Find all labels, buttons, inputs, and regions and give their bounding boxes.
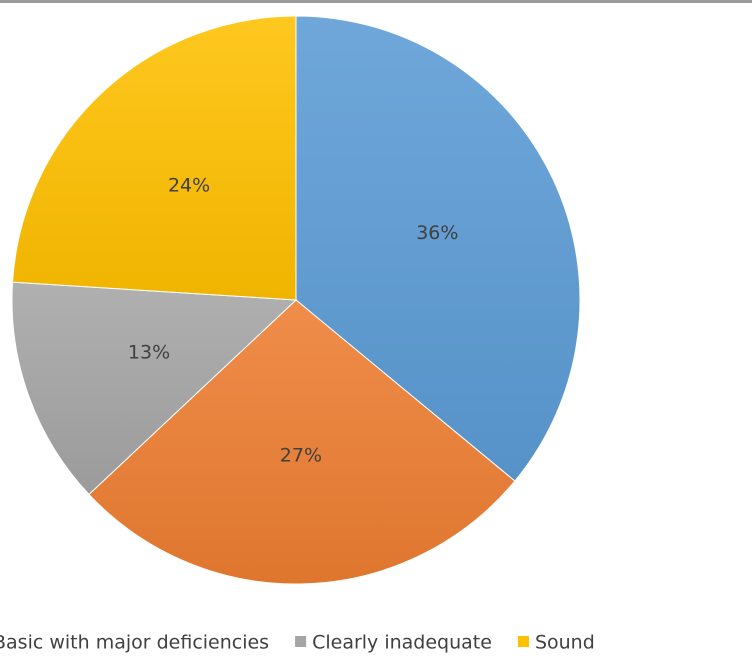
data-label-slice-0: 36% <box>416 222 458 244</box>
legend: Basic with major deficiencies Clearly ina… <box>0 632 595 654</box>
pie-slice-clearly-inadequate <box>11 281 298 496</box>
legend-swatch-clearly-inadequate <box>295 636 307 647</box>
legend-item-basic-with-major-deficiencies: Basic with major deficiencies <box>0 632 269 654</box>
pie-slice-basic-with-major-deficiencies <box>88 299 516 585</box>
data-label-basic-with-major-deficiencies: 27% <box>280 445 322 467</box>
legend-item-clearly-inadequate: Clearly inadequate <box>295 632 492 654</box>
data-label-clearly-inadequate: 13% <box>128 341 170 363</box>
top-border <box>0 0 752 3</box>
data-label-sound: 24% <box>168 175 210 197</box>
legend-swatch-sound <box>517 636 529 647</box>
legend-item-sound: Sound <box>517 632 595 654</box>
legend-label-clearly-inadequate: Clearly inadequate <box>312 632 492 654</box>
pie-slice-sound <box>12 15 297 301</box>
legend-label-sound: Sound <box>535 632 595 654</box>
labels-layer: 36% 27% 13% 24% <box>128 175 459 467</box>
slices-layer <box>11 15 581 585</box>
legend-label-basic-with-major-deficiencies: Basic with major deficiencies <box>0 632 269 654</box>
pie-slice-slice-0 <box>295 15 581 482</box>
